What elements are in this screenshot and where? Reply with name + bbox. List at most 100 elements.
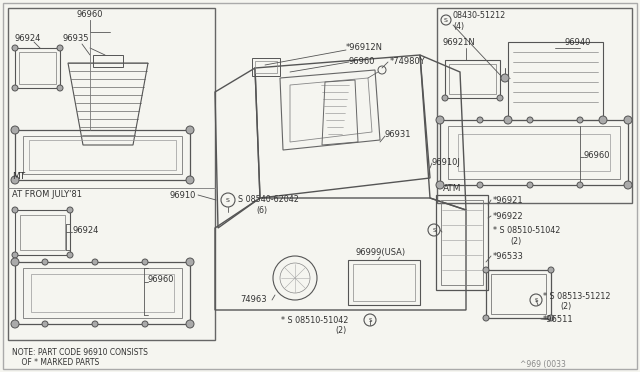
Text: 96910: 96910 — [170, 190, 196, 199]
Bar — [15, 130, 190, 180]
Text: S: S — [534, 298, 538, 302]
Circle shape — [477, 117, 483, 123]
Circle shape — [577, 182, 583, 188]
Circle shape — [548, 315, 554, 321]
Circle shape — [624, 116, 632, 124]
Circle shape — [142, 259, 148, 265]
Bar — [445, 60, 500, 98]
Text: *96922: *96922 — [493, 212, 524, 221]
Text: 96921N: 96921N — [443, 38, 476, 47]
Text: *96533: *96533 — [493, 252, 524, 261]
Text: 96910J: 96910J — [432, 158, 461, 167]
Circle shape — [42, 259, 48, 265]
Text: 96924: 96924 — [14, 34, 40, 43]
Text: S: S — [226, 198, 230, 202]
Circle shape — [12, 207, 18, 213]
Bar — [448, 126, 620, 179]
Text: OF * MARKED PARTS: OF * MARKED PARTS — [12, 358, 99, 367]
Text: * S 08513-51212: * S 08513-51212 — [543, 292, 611, 301]
Bar — [353, 264, 415, 301]
Text: *96511: *96511 — [543, 315, 573, 324]
Text: NOTE: PART CODE 96910 CONSISTS: NOTE: PART CODE 96910 CONSISTS — [12, 348, 148, 357]
Bar — [93, 55, 123, 67]
Circle shape — [186, 258, 194, 266]
Circle shape — [483, 267, 489, 273]
Text: (2): (2) — [335, 326, 346, 335]
Bar — [20, 215, 65, 250]
Circle shape — [42, 321, 48, 327]
Circle shape — [477, 182, 483, 188]
Text: * S 08510-51042: * S 08510-51042 — [282, 316, 349, 325]
Bar — [491, 274, 546, 314]
Text: 08430-51212: 08430-51212 — [453, 10, 506, 19]
Circle shape — [483, 315, 489, 321]
Bar — [15, 48, 60, 88]
Circle shape — [11, 320, 19, 328]
Bar — [486, 270, 551, 318]
Circle shape — [12, 45, 18, 51]
Text: 96940: 96940 — [565, 38, 591, 47]
Circle shape — [186, 176, 194, 184]
Text: 96960: 96960 — [77, 10, 103, 19]
Text: ^969 (0033: ^969 (0033 — [520, 360, 566, 369]
Bar — [23, 268, 182, 318]
Text: (4): (4) — [453, 22, 464, 31]
Circle shape — [92, 259, 98, 265]
Circle shape — [442, 95, 448, 101]
Circle shape — [504, 116, 512, 124]
Text: S: S — [444, 17, 448, 22]
Text: *96912N: *96912N — [346, 43, 383, 52]
Text: S: S — [432, 228, 436, 232]
Circle shape — [12, 85, 18, 91]
Bar — [449, 64, 496, 94]
Text: S: S — [368, 317, 372, 323]
Text: ATM: ATM — [443, 184, 461, 193]
Bar — [29, 140, 176, 170]
Bar — [437, 8, 632, 203]
Text: * S 08510-51042: * S 08510-51042 — [493, 226, 561, 235]
Circle shape — [501, 74, 509, 82]
Bar — [436, 195, 488, 290]
Circle shape — [142, 321, 148, 327]
Bar — [348, 260, 420, 305]
Text: 74963: 74963 — [240, 295, 267, 304]
Bar — [15, 262, 190, 324]
Bar — [255, 61, 277, 73]
Bar — [252, 58, 280, 76]
Bar — [8, 8, 215, 340]
Bar — [440, 120, 628, 185]
Circle shape — [67, 207, 73, 213]
Text: (2): (2) — [510, 237, 521, 246]
Text: (6): (6) — [256, 206, 267, 215]
Text: S 08540-62042: S 08540-62042 — [238, 195, 299, 204]
Circle shape — [577, 117, 583, 123]
Text: AT FROM JULY'81: AT FROM JULY'81 — [12, 190, 82, 199]
Bar — [441, 200, 483, 285]
Text: *96921: *96921 — [493, 196, 524, 205]
Bar — [508, 42, 603, 120]
Circle shape — [12, 252, 18, 258]
Bar — [23, 136, 182, 174]
Bar — [15, 210, 70, 255]
Circle shape — [11, 258, 19, 266]
Text: 96931: 96931 — [385, 130, 412, 139]
Circle shape — [11, 126, 19, 134]
Circle shape — [186, 126, 194, 134]
Circle shape — [527, 117, 533, 123]
Text: MT: MT — [12, 172, 25, 181]
Bar — [31, 274, 174, 312]
Circle shape — [57, 45, 63, 51]
Circle shape — [92, 321, 98, 327]
Circle shape — [497, 95, 503, 101]
Bar — [19, 52, 56, 84]
Bar — [458, 134, 610, 171]
Circle shape — [527, 182, 533, 188]
Text: 96924: 96924 — [72, 225, 99, 234]
Circle shape — [57, 85, 63, 91]
Circle shape — [186, 320, 194, 328]
Circle shape — [599, 116, 607, 124]
Circle shape — [67, 252, 73, 258]
Text: 96960: 96960 — [148, 276, 175, 285]
Text: 96960: 96960 — [349, 57, 376, 66]
Text: 96999(USA): 96999(USA) — [356, 248, 406, 257]
